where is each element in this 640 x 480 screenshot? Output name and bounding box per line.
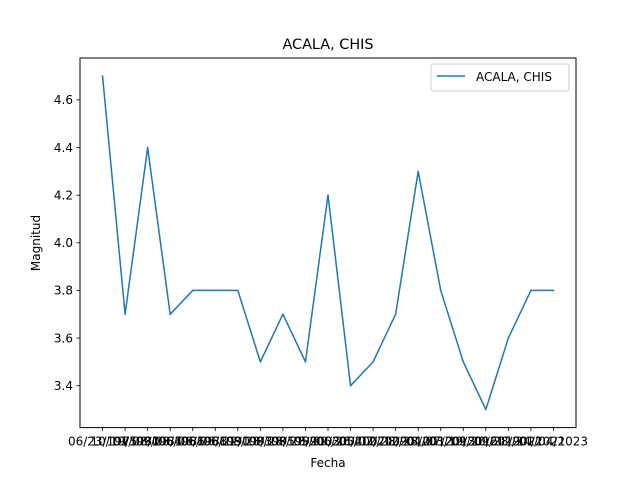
x-tick-label: 01/04/2023 [519, 435, 588, 449]
x-tick-label: 06/06/1990 [181, 435, 250, 449]
data-point [417, 170, 419, 173]
legend: ACALA, CHIS [430, 63, 570, 92]
y-tick-label: 3.6 [54, 331, 73, 345]
data-point [462, 361, 465, 363]
axis-ticks: 3.4 3.6 3.8 4.0 4.2 4.4 4.6 06/23/197510/19/198… [54, 93, 588, 448]
data-point [304, 361, 307, 363]
x-tick-label: 09/20/2019 [451, 435, 520, 449]
y-tick-label: 3.4 [54, 379, 73, 393]
x-tick-label: 03/19/2016 [429, 435, 498, 449]
legend-entry: ACALA, CHIS [476, 70, 552, 84]
chart-title: ACALA, CHIS [282, 37, 373, 53]
x-tick-label: 05/09/2004 [293, 435, 362, 449]
plot-area [79, 57, 577, 429]
x-tick-label: 01/08/1984 [113, 435, 182, 449]
x-tick-label: 06/26/2007 [316, 435, 385, 449]
data-point [327, 194, 329, 196]
x-tick-label: 06/22/1993 [203, 435, 272, 449]
y-tick-label: 4.4 [54, 141, 73, 155]
y-tick-label: 4.6 [54, 93, 73, 107]
data-point [394, 313, 397, 315]
data-point [101, 75, 104, 77]
x-tick-label: 12/28/2012 [384, 435, 453, 449]
y-axis-label: Magnitud [29, 215, 43, 271]
x-tick-label: 08/28/1995 [226, 435, 295, 449]
x-tick-label: 09/28/2021 [474, 435, 543, 449]
x-tick-label: 08/28/2003 [271, 435, 340, 449]
series-layer [101, 75, 555, 411]
x-axis-label: Fecha [310, 456, 345, 470]
x-tick-label: 06/23/1975 [68, 435, 137, 449]
x-tick-label: 12/28/2010 [361, 435, 430, 449]
y-tick-label: 3.8 [54, 284, 73, 298]
x-tick-label: 08/28/1999 [248, 435, 317, 449]
x-tick-label: 12/24/2021 [496, 435, 565, 449]
legend-box [430, 63, 570, 92]
x-tick-label: 05/07/2009 [339, 435, 408, 449]
data-point [439, 289, 442, 292]
data-point [530, 289, 532, 292]
data-point [485, 408, 487, 411]
data-point [349, 384, 352, 387]
data-point [124, 313, 126, 315]
x-tick-label: 09/08/1986 [136, 435, 205, 449]
data-point [507, 337, 510, 339]
data-point [191, 289, 194, 292]
y-tick-label: 4.0 [54, 236, 73, 250]
x-tick-label: 10/19/1980 [91, 435, 160, 449]
data-point [146, 146, 149, 149]
data-point [259, 361, 262, 363]
data-point [237, 289, 239, 292]
x-tick-label: 04/07/2013 [406, 435, 475, 449]
data-point [214, 289, 217, 292]
data-point [372, 361, 374, 363]
y-tick-label: 4.2 [54, 188, 73, 202]
data-point [552, 289, 555, 292]
data-point [169, 313, 171, 315]
x-tick-label: 06/06/1988 [158, 435, 227, 449]
data-point [282, 313, 284, 315]
